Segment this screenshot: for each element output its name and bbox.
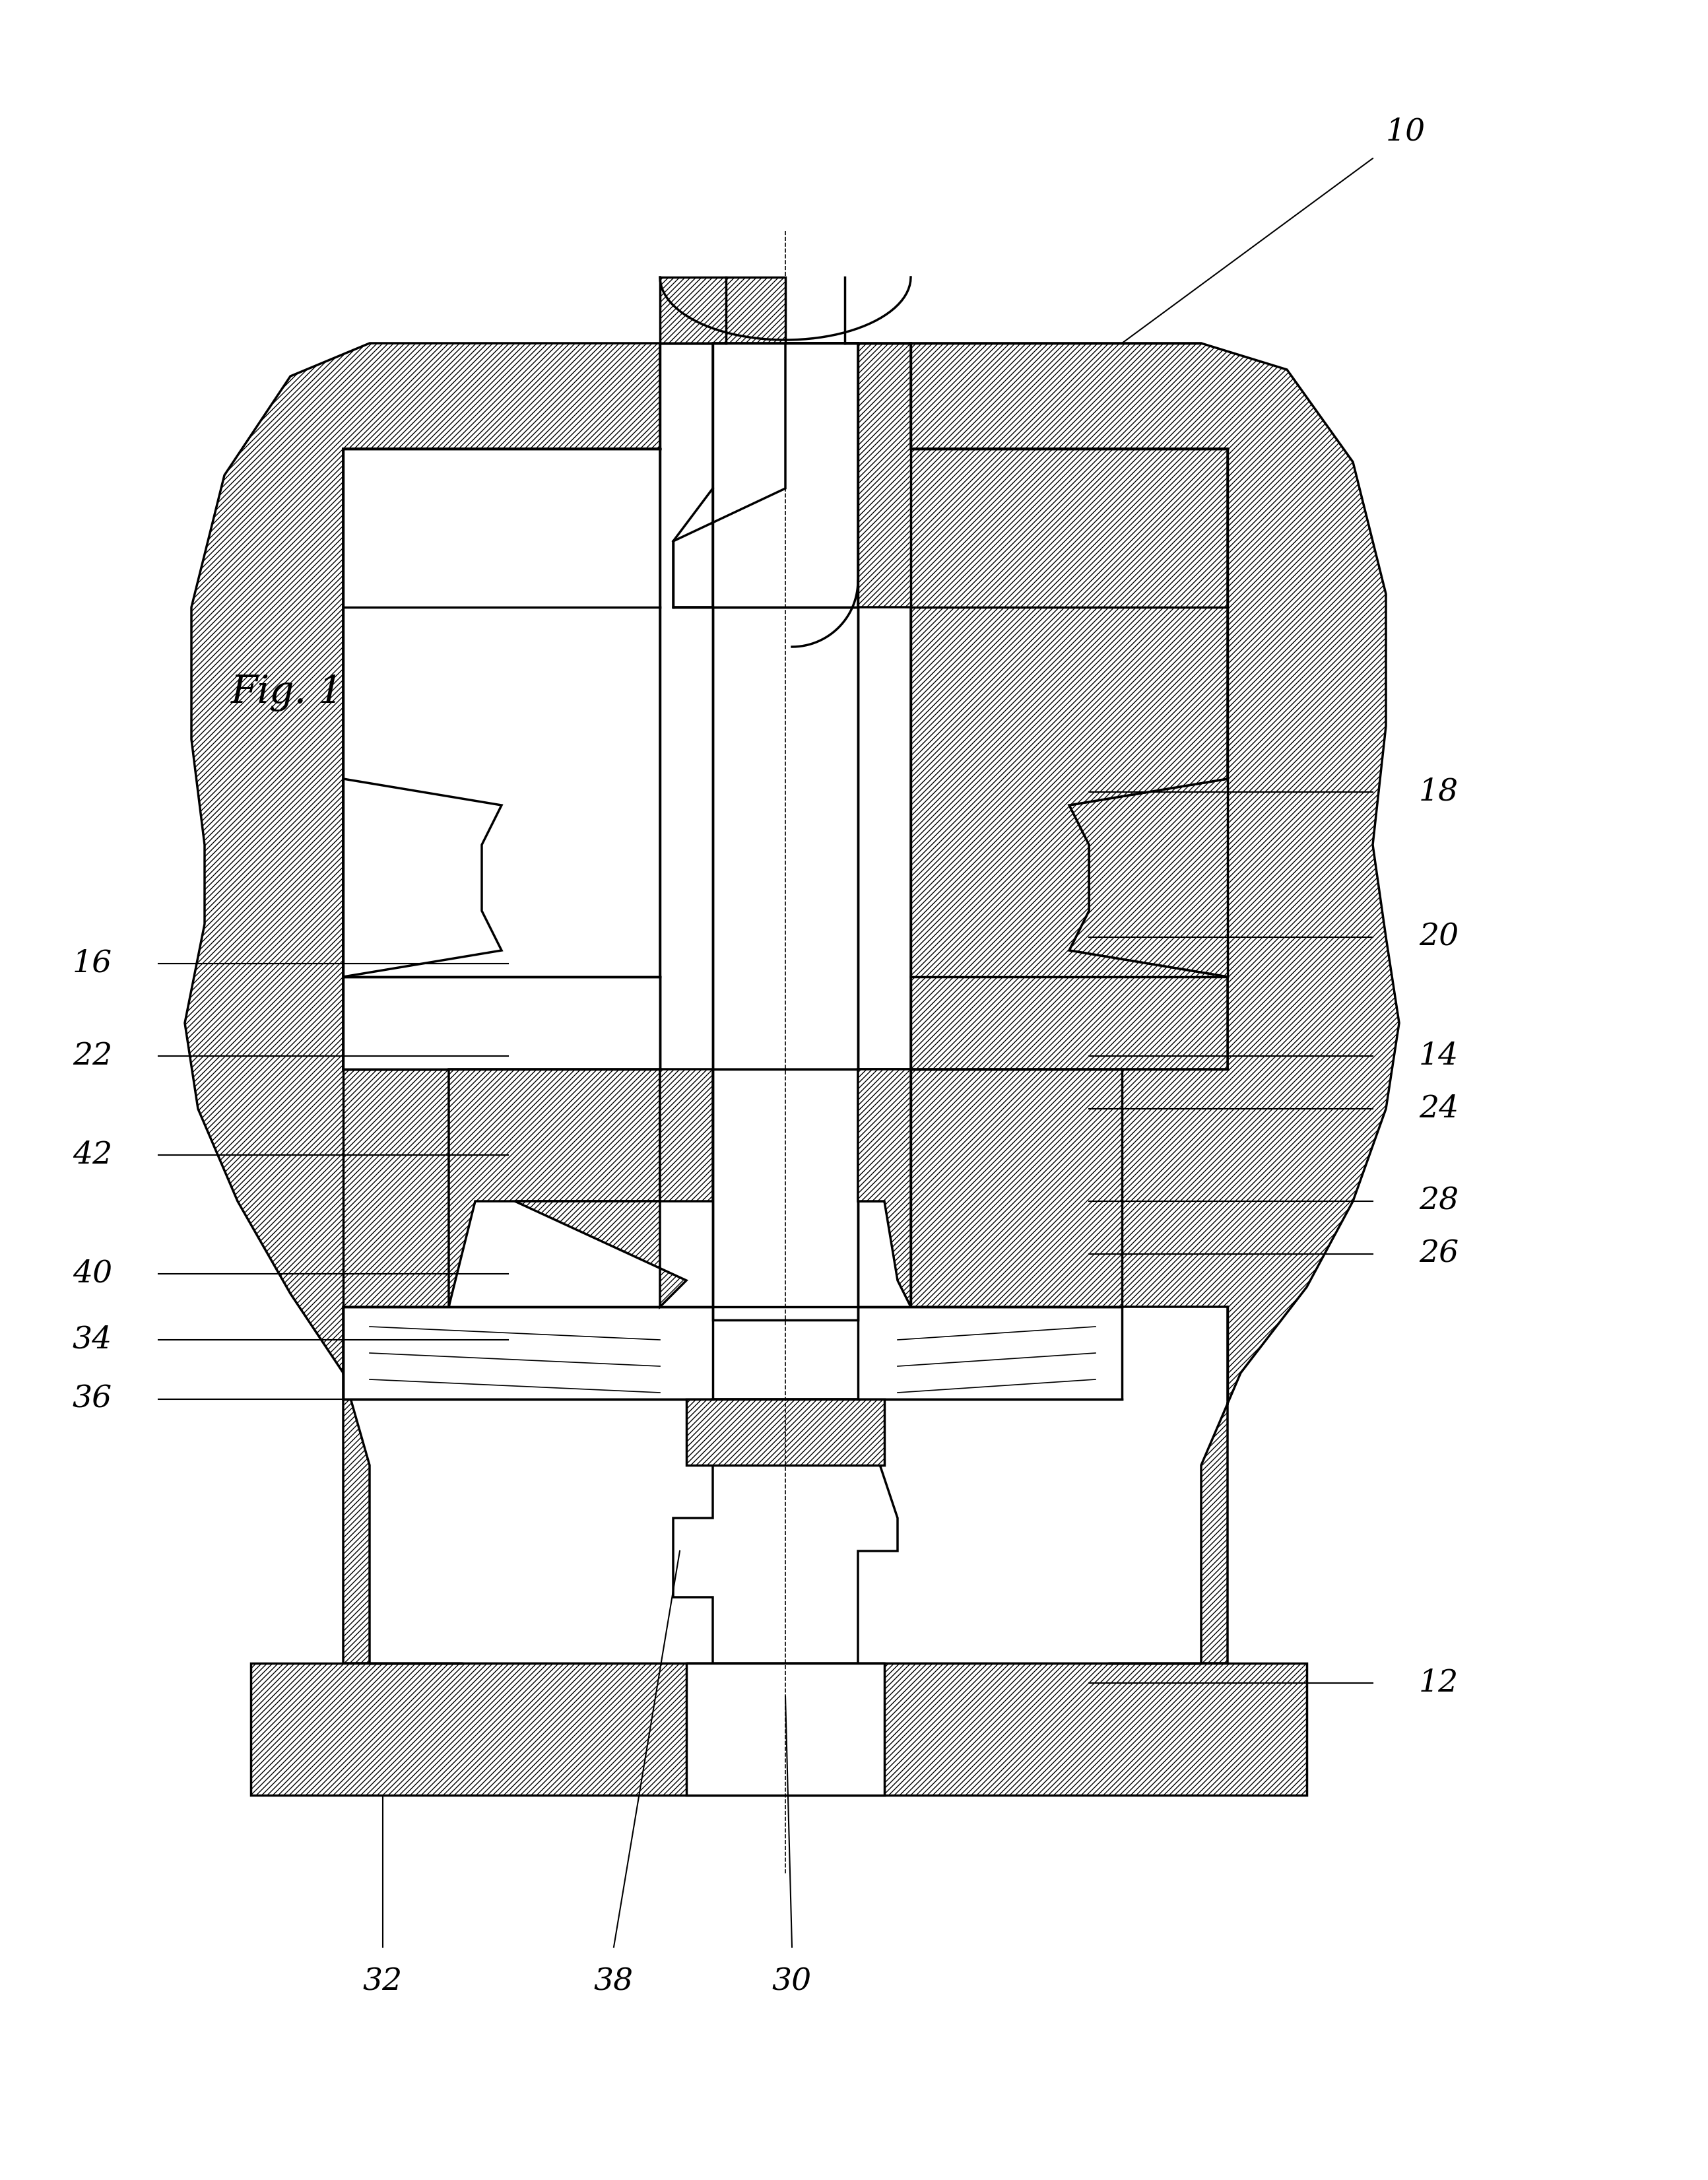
Polygon shape — [343, 977, 659, 1068]
Polygon shape — [910, 1068, 1122, 1306]
Text: 32: 32 — [362, 1966, 403, 1997]
Polygon shape — [251, 1663, 1307, 1794]
Text: 24: 24 — [1419, 1094, 1459, 1123]
Polygon shape — [857, 1068, 910, 1306]
Polygon shape — [673, 342, 786, 608]
Polygon shape — [857, 1068, 910, 1306]
Text: Fig. 1: Fig. 1 — [231, 674, 343, 711]
Text: 38: 38 — [594, 1966, 634, 1997]
Polygon shape — [184, 342, 659, 1663]
Polygon shape — [343, 449, 659, 1068]
Text: 10: 10 — [1385, 118, 1426, 146]
Text: 36: 36 — [72, 1384, 113, 1415]
Polygon shape — [687, 1400, 885, 1465]
Polygon shape — [910, 342, 1399, 1663]
Text: 42: 42 — [72, 1140, 113, 1171]
Polygon shape — [514, 1068, 712, 1306]
Text: 26: 26 — [1419, 1238, 1459, 1269]
Text: 30: 30 — [772, 1966, 811, 1997]
Text: 16: 16 — [72, 948, 113, 979]
Polygon shape — [687, 1663, 885, 1794]
Polygon shape — [786, 342, 1228, 1068]
Text: 28: 28 — [1419, 1186, 1459, 1216]
Text: 34: 34 — [72, 1325, 113, 1354]
Text: 14: 14 — [1419, 1042, 1459, 1070]
Polygon shape — [343, 1068, 449, 1306]
Polygon shape — [449, 1068, 659, 1306]
Text: 18: 18 — [1419, 776, 1459, 807]
Text: 20: 20 — [1419, 922, 1459, 953]
Text: 40: 40 — [72, 1258, 113, 1288]
Polygon shape — [343, 1306, 1122, 1400]
Text: 12: 12 — [1419, 1668, 1459, 1698]
Polygon shape — [659, 277, 786, 342]
Text: 22: 22 — [72, 1042, 113, 1070]
Polygon shape — [673, 1400, 898, 1663]
Polygon shape — [712, 608, 857, 1068]
Polygon shape — [712, 1068, 857, 1321]
